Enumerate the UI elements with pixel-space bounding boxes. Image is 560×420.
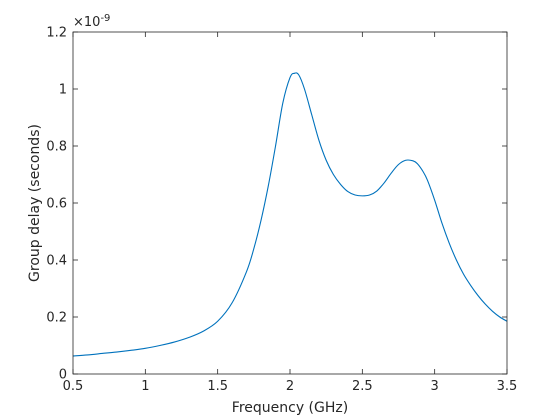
y-exponent-label: ×10-9 [73, 13, 110, 30]
ticks-layer [72, 31, 508, 375]
x-tick-label: 2 [286, 379, 294, 394]
x-tick-label: 0.5 [63, 379, 84, 394]
x-tick-label: 3.5 [497, 379, 518, 394]
y-tick-labels: 0 0.2 0.4 0.6 0.8 1 1.2 [46, 26, 67, 383]
y-tick-label: 1 [59, 83, 67, 98]
x-axis-label: Frequency (GHz) [232, 400, 348, 416]
y-tick-label: 1.2 [46, 26, 67, 41]
y-tick-label: 0.4 [46, 254, 67, 269]
x-tick-label: 1 [141, 379, 149, 394]
x-tick-label: 1.5 [207, 379, 228, 394]
y-tick-label: 0.2 [46, 311, 67, 326]
y-tick-label: 0.6 [46, 197, 67, 212]
y-exponent-power: -9 [100, 13, 110, 24]
x-tick-label: 2.5 [352, 379, 373, 394]
x-tick-label: 3 [431, 379, 439, 394]
y-tick-label: 0.8 [46, 140, 67, 155]
x-tick-labels: 0.5 1 1.5 2 2.5 3 3.5 [63, 379, 518, 394]
y-tick-label: 0 [59, 368, 67, 383]
y-exponent-base: ×10 [73, 15, 100, 30]
axes-box [72, 31, 508, 375]
y-axis-label: Group delay (seconds) [27, 124, 43, 282]
group-delay-line [72, 72, 508, 357]
